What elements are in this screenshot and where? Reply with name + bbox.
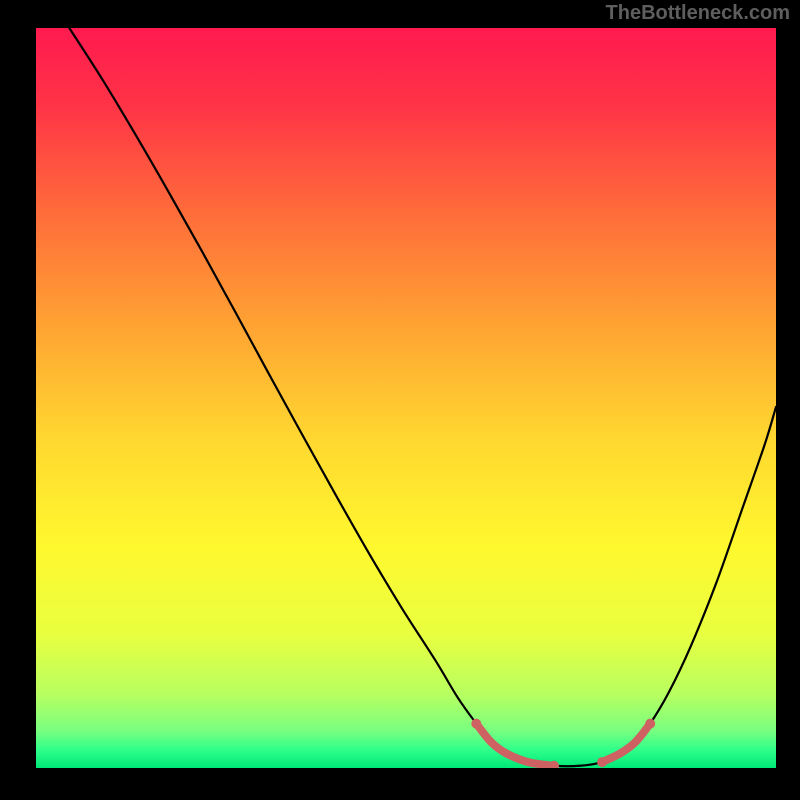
plot-svg	[36, 28, 776, 768]
gradient-background	[36, 28, 776, 768]
highlight-right-dot-start	[597, 757, 607, 767]
attribution-text: TheBottleneck.com	[606, 2, 790, 25]
highlight-left-dot-start	[471, 719, 481, 729]
plot-area	[36, 28, 776, 768]
chart-container: TheBottleneck.com	[0, 0, 800, 800]
highlight-right-dot-end	[645, 719, 655, 729]
